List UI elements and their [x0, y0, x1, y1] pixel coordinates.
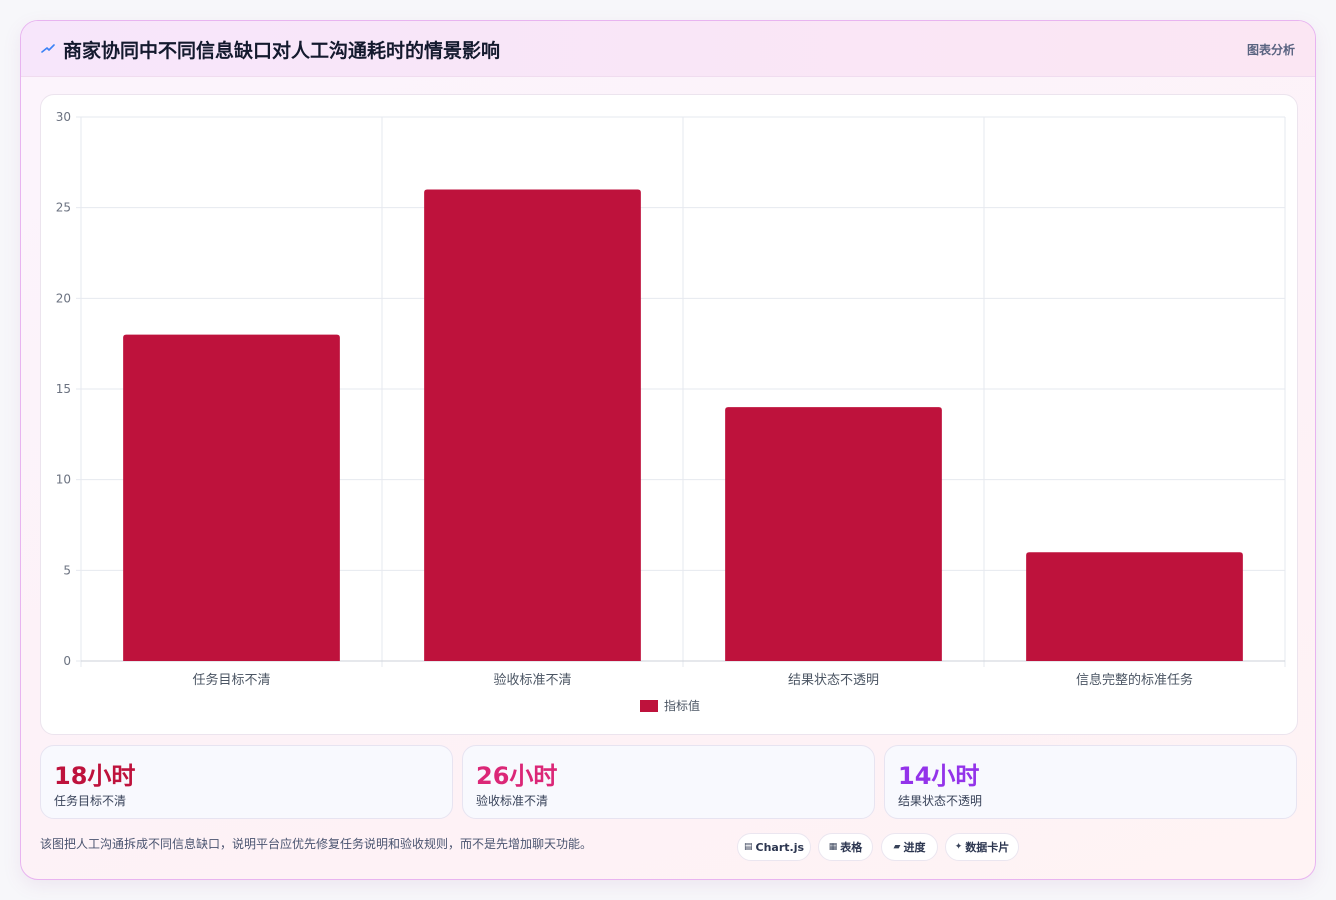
sparkle-icon: ✦ [954, 842, 963, 852]
chip-label: 表格 [840, 841, 863, 854]
stat-label: 验收标准不清 [476, 794, 549, 808]
x-tick-label: 任务目标不清 [192, 672, 270, 688]
y-tick-label: 5 [63, 563, 71, 577]
x-tick-label: 结果状态不透明 [788, 673, 879, 688]
chart-panel: 0 5 10 15 20 25 30 任务目标不清 验收标准不清 结果状态不透明 信息完整的标准任务… [40, 94, 1298, 735]
stat-value: 26小时 [476, 762, 558, 790]
chip-label: 数据卡片 [965, 841, 1010, 854]
bolt-icon [41, 44, 55, 53]
stat-card: 18小时 任务目标不清 [40, 745, 453, 819]
chart-note: 该图把人工沟通拆成不同信息缺口，说明平台应优先修复任务说明和验收规则，而不是先增… [40, 837, 593, 851]
stat-card: 26小时 验收标准不清 [462, 745, 875, 819]
bar-chart: 0 5 10 15 20 25 30 任务目标不清 验收标准不清 结果状态不透明 信息完整的标准任务… [56, 110, 1286, 713]
bar [1026, 552, 1243, 661]
y-tick-label: 0 [63, 654, 71, 668]
x-tick-label: 验收标准不清 [493, 672, 571, 688]
x-tick-label: 信息完整的标准任务 [1076, 672, 1193, 688]
chip-data-card[interactable]: ✦ 数据卡片 [945, 833, 1019, 861]
chart-card: 商家协同中不同信息缺口对人工沟通耗时的情景影响 图表分析 0 5 10 15 20 25 3… [20, 20, 1316, 880]
bar [123, 334, 340, 661]
legend-label: 指标值 [664, 698, 700, 713]
y-tick-label: 10 [56, 473, 71, 487]
chip-chartjs[interactable]: ▤ Chart.js [737, 833, 811, 861]
chart-icon: ▤ [743, 842, 753, 852]
progress-icon: ▰ [893, 842, 901, 852]
stat-card: 14小时 结果状态不透明 [884, 745, 1297, 819]
bar [424, 189, 641, 661]
legend-swatch [640, 700, 658, 712]
stat-value: 14小时 [898, 762, 980, 790]
y-tick-label: 15 [56, 382, 71, 396]
chart-title: 商家协同中不同信息缺口对人工沟通耗时的情景影响 [63, 40, 501, 62]
card-header: 商家协同中不同信息缺口对人工沟通耗时的情景影响 图表分析 [21, 21, 1315, 77]
chip-progress[interactable]: ▰ 进度 [881, 833, 938, 861]
stat-label: 任务目标不清 [54, 794, 127, 808]
chip-label: Chart.js [755, 840, 805, 854]
chart-analysis-link[interactable]: 图表分析 [1246, 43, 1295, 57]
chip-table[interactable]: ▦ 表格 [818, 833, 873, 861]
y-tick-label: 20 [56, 291, 71, 305]
y-tick-label: 30 [56, 110, 71, 124]
stat-label: 结果状态不透明 [898, 794, 983, 808]
table-icon: ▦ [828, 842, 838, 852]
chip-label: 进度 [903, 841, 926, 854]
bar [725, 407, 942, 661]
stat-value: 18小时 [54, 762, 136, 790]
y-tick-label: 25 [56, 201, 71, 215]
